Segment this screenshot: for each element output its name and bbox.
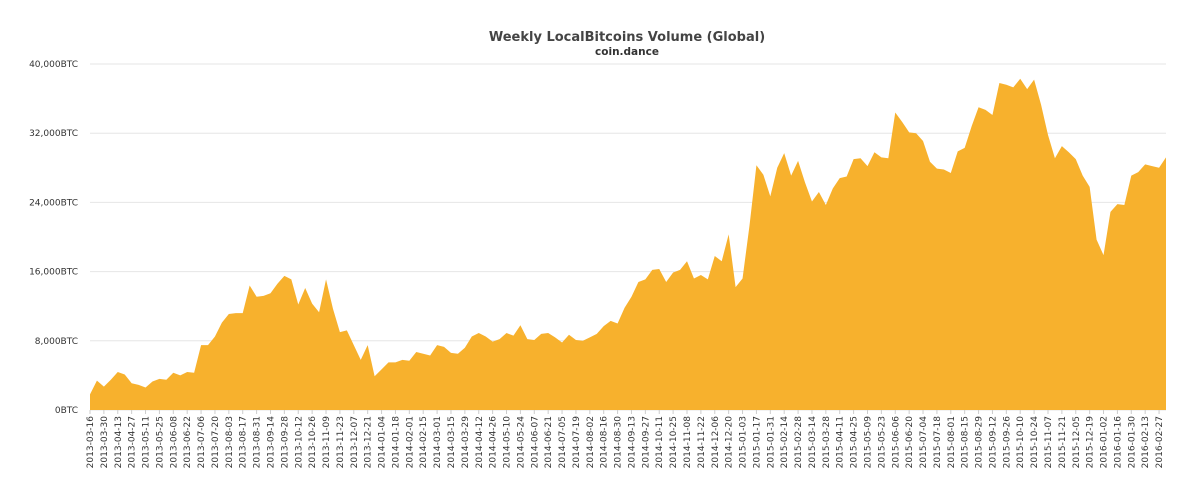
chart-subtitle: coin.dance bbox=[595, 46, 659, 58]
x-tick-label: 2013-08-31 bbox=[253, 416, 263, 468]
x-tick-label: 2014-01-04 bbox=[378, 416, 388, 469]
x-tick-label: 2015-11-21 bbox=[1058, 416, 1068, 468]
x-tick-label: 2013-05-25 bbox=[155, 416, 165, 468]
x-tick-label: 2015-11-07 bbox=[1044, 416, 1054, 468]
x-tick-label: 2014-07-19 bbox=[572, 416, 582, 469]
x-tick-label: 2013-10-12 bbox=[294, 416, 304, 468]
x-tick-label: 2014-10-11 bbox=[655, 416, 665, 468]
x-tick-label: 2015-09-12 bbox=[988, 416, 998, 468]
x-tick-label: 2013-11-09 bbox=[322, 416, 332, 469]
chart-title: Weekly LocalBitcoins Volume (Global) bbox=[489, 30, 765, 45]
x-tick-label: 2013-07-06 bbox=[197, 416, 207, 469]
y-tick-label: 32,000BTC bbox=[29, 129, 78, 139]
y-tick-label: 40,000BTC bbox=[29, 60, 78, 70]
x-tick-label: 2014-08-30 bbox=[614, 416, 624, 469]
x-tick-label: 2013-04-13 bbox=[114, 416, 124, 468]
x-tick-label: 2015-10-24 bbox=[1030, 416, 1040, 469]
x-tick-label: 2013-09-14 bbox=[266, 416, 276, 469]
x-tick-label: 2015-03-28 bbox=[822, 416, 832, 469]
x-tick-label: 2014-10-25 bbox=[669, 416, 679, 468]
x-tick-label: 2015-08-15 bbox=[961, 416, 971, 468]
x-tick-label: 2013-03-30 bbox=[100, 416, 110, 469]
x-tick-label: 2014-09-13 bbox=[627, 416, 637, 468]
plot-area bbox=[90, 78, 1166, 410]
x-tick-label: 2014-02-15 bbox=[419, 416, 429, 468]
x-tick-label: 2014-04-26 bbox=[489, 416, 499, 469]
x-tick-label: 2014-11-08 bbox=[683, 416, 693, 469]
x-tick-label: 2014-07-05 bbox=[558, 416, 568, 468]
x-tick-label: 2014-06-21 bbox=[544, 416, 554, 468]
x-tick-label: 2015-04-25 bbox=[850, 416, 860, 468]
x-tick-label: 2013-04-27 bbox=[128, 416, 138, 468]
y-tick-label: 24,000BTC bbox=[29, 198, 78, 208]
x-tick-label: 2014-05-10 bbox=[503, 416, 513, 469]
x-tick-label: 2015-08-29 bbox=[975, 416, 985, 469]
x-tick-label: 2015-12-19 bbox=[1086, 416, 1096, 469]
x-tick-label: 2015-12-05 bbox=[1072, 416, 1082, 468]
x-tick-label: 2014-03-01 bbox=[433, 416, 443, 468]
x-tick-label: 2013-09-28 bbox=[280, 416, 290, 469]
x-tick-label: 2015-01-17 bbox=[752, 416, 762, 468]
x-tick-label: 2013-10-26 bbox=[308, 416, 318, 469]
x-tick-label: 2016-01-02 bbox=[1100, 416, 1110, 468]
x-tick-label: 2015-07-04 bbox=[919, 416, 929, 469]
y-axis: 0BTC 8,000BTC 16,000BTC 24,000BTC 32,000BTC 4… bbox=[29, 60, 78, 416]
x-tick-label: 2013-08-03 bbox=[225, 416, 235, 468]
y-tick-label: 16,000BTC bbox=[29, 268, 78, 278]
x-tick-label: 2016-01-30 bbox=[1127, 416, 1137, 469]
x-tick-label: 2013-11-23 bbox=[336, 416, 346, 468]
x-tick-label: 2014-05-24 bbox=[516, 416, 526, 469]
x-tick-label: 2014-03-15 bbox=[447, 416, 457, 468]
x-tick-label: 2014-11-22 bbox=[697, 416, 707, 468]
x-tick-label: 2013-06-22 bbox=[183, 416, 193, 468]
x-tick-label: 2015-02-14 bbox=[780, 416, 790, 469]
x-tick-label: 2014-08-16 bbox=[600, 416, 610, 469]
x-tick-label: 2016-02-13 bbox=[1141, 416, 1151, 468]
x-tick-label: 2014-08-02 bbox=[586, 416, 596, 468]
x-tick-label: 2014-06-07 bbox=[530, 416, 540, 468]
x-tick-label: 2013-07-20 bbox=[211, 416, 221, 469]
x-tick-label: 2015-04-11 bbox=[836, 416, 846, 468]
x-tick-label: 2013-12-07 bbox=[350, 416, 360, 468]
x-tick-label: 2015-02-28 bbox=[794, 416, 804, 469]
x-tick-label: 2015-10-10 bbox=[1016, 416, 1026, 469]
x-tick-label: 2015-08-01 bbox=[947, 416, 957, 468]
x-tick-label: 2015-05-23 bbox=[877, 416, 887, 468]
x-tick-label: 2013-03-16 bbox=[86, 416, 96, 469]
x-tick-label: 2013-06-08 bbox=[169, 416, 179, 469]
x-tick-label: 2015-06-20 bbox=[905, 416, 915, 469]
x-tick-label: 2015-09-26 bbox=[1002, 416, 1012, 469]
x-tick-label: 2014-02-01 bbox=[405, 416, 415, 468]
y-tick-label: 8,000BTC bbox=[35, 337, 78, 347]
x-tick-label: 2016-01-16 bbox=[1113, 416, 1123, 469]
x-tick-label: 2016-02-27 bbox=[1155, 416, 1165, 468]
volume-area bbox=[90, 78, 1166, 410]
x-tick-label: 2014-12-06 bbox=[711, 416, 721, 469]
x-axis: 2013-03-16 2013-03-30 2013-04-13 2013-04-27… bbox=[86, 410, 1165, 468]
x-tick-label: 2015-07-18 bbox=[933, 416, 943, 469]
x-tick-label: 2015-06-06 bbox=[891, 416, 901, 469]
x-tick-label: 2015-05-09 bbox=[864, 416, 874, 469]
x-tick-label: 2013-08-17 bbox=[239, 416, 249, 468]
x-tick-label: 2014-04-12 bbox=[475, 416, 485, 468]
x-tick-label: 2015-01-03 bbox=[739, 416, 749, 468]
x-tick-label: 2015-01-31 bbox=[766, 416, 776, 468]
x-tick-label: 2014-09-27 bbox=[641, 416, 651, 468]
x-tick-label: 2013-05-11 bbox=[142, 416, 152, 468]
y-tick-label: 0BTC bbox=[55, 406, 78, 416]
x-tick-label: 2015-03-14 bbox=[808, 416, 818, 469]
x-tick-label: 2014-03-29 bbox=[461, 416, 471, 469]
x-tick-label: 2013-12-21 bbox=[364, 416, 374, 468]
x-tick-label: 2014-12-20 bbox=[725, 416, 735, 469]
x-tick-label: 2014-01-18 bbox=[391, 416, 401, 469]
